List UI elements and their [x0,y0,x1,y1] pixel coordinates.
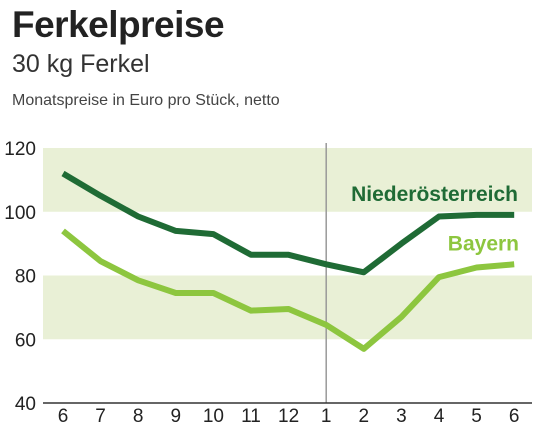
series-label-0: Niederösterreich [351,183,518,206]
series-labels: Niederösterreich Bayern [351,183,519,255]
series-line-1 [61,228,515,352]
x-tick-label: 12 [278,406,299,427]
band-1 [43,148,532,212]
series-lines [61,170,515,352]
background-bands [43,148,532,340]
y-tick-label: 100 [4,203,36,224]
x-tick-label: 2 [359,406,370,427]
series-label-1: Bayern [448,232,519,255]
x-tick-label: 3 [396,406,407,427]
x-tick-label: 6 [58,406,69,427]
x-tick-label: 10 [203,406,224,427]
chart-title: Ferkelpreise [12,4,225,45]
unit-note: Monatspreise in Euro pro Stück, netto [12,92,280,109]
x-tick-label: 1 [321,406,332,427]
y-tick-label: 120 [4,139,36,160]
x-tick-label: 4 [434,406,445,427]
y-tick-label: 40 [15,394,36,415]
x-tick-label: 9 [171,406,182,427]
x-tick-label: 7 [95,406,106,427]
series-line-0 [61,170,515,276]
x-tick-label: 8 [133,406,144,427]
y-tick-label: 60 [15,330,36,351]
x-tick-label: 5 [471,406,482,427]
x-tick-label: 6 [509,406,520,427]
y-axis-ticks: 40 60 80 100 120 [4,139,36,415]
x-tick-label: 11 [241,406,261,427]
y-tick-label: 80 [15,267,36,288]
chart-subtitle: 30 kg Ferkel [12,50,150,78]
x-axis-ticks: 6 7 8 9 10 11 12 1 2 3 4 5 6 [58,406,520,427]
